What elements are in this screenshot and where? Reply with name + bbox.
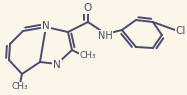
Text: Cl: Cl bbox=[176, 26, 186, 36]
Text: N: N bbox=[42, 21, 50, 31]
Text: CH₃: CH₃ bbox=[12, 82, 28, 91]
Text: CH₃: CH₃ bbox=[80, 51, 96, 61]
Text: NH: NH bbox=[98, 31, 112, 41]
Text: O: O bbox=[84, 3, 92, 13]
Text: N: N bbox=[53, 60, 61, 70]
